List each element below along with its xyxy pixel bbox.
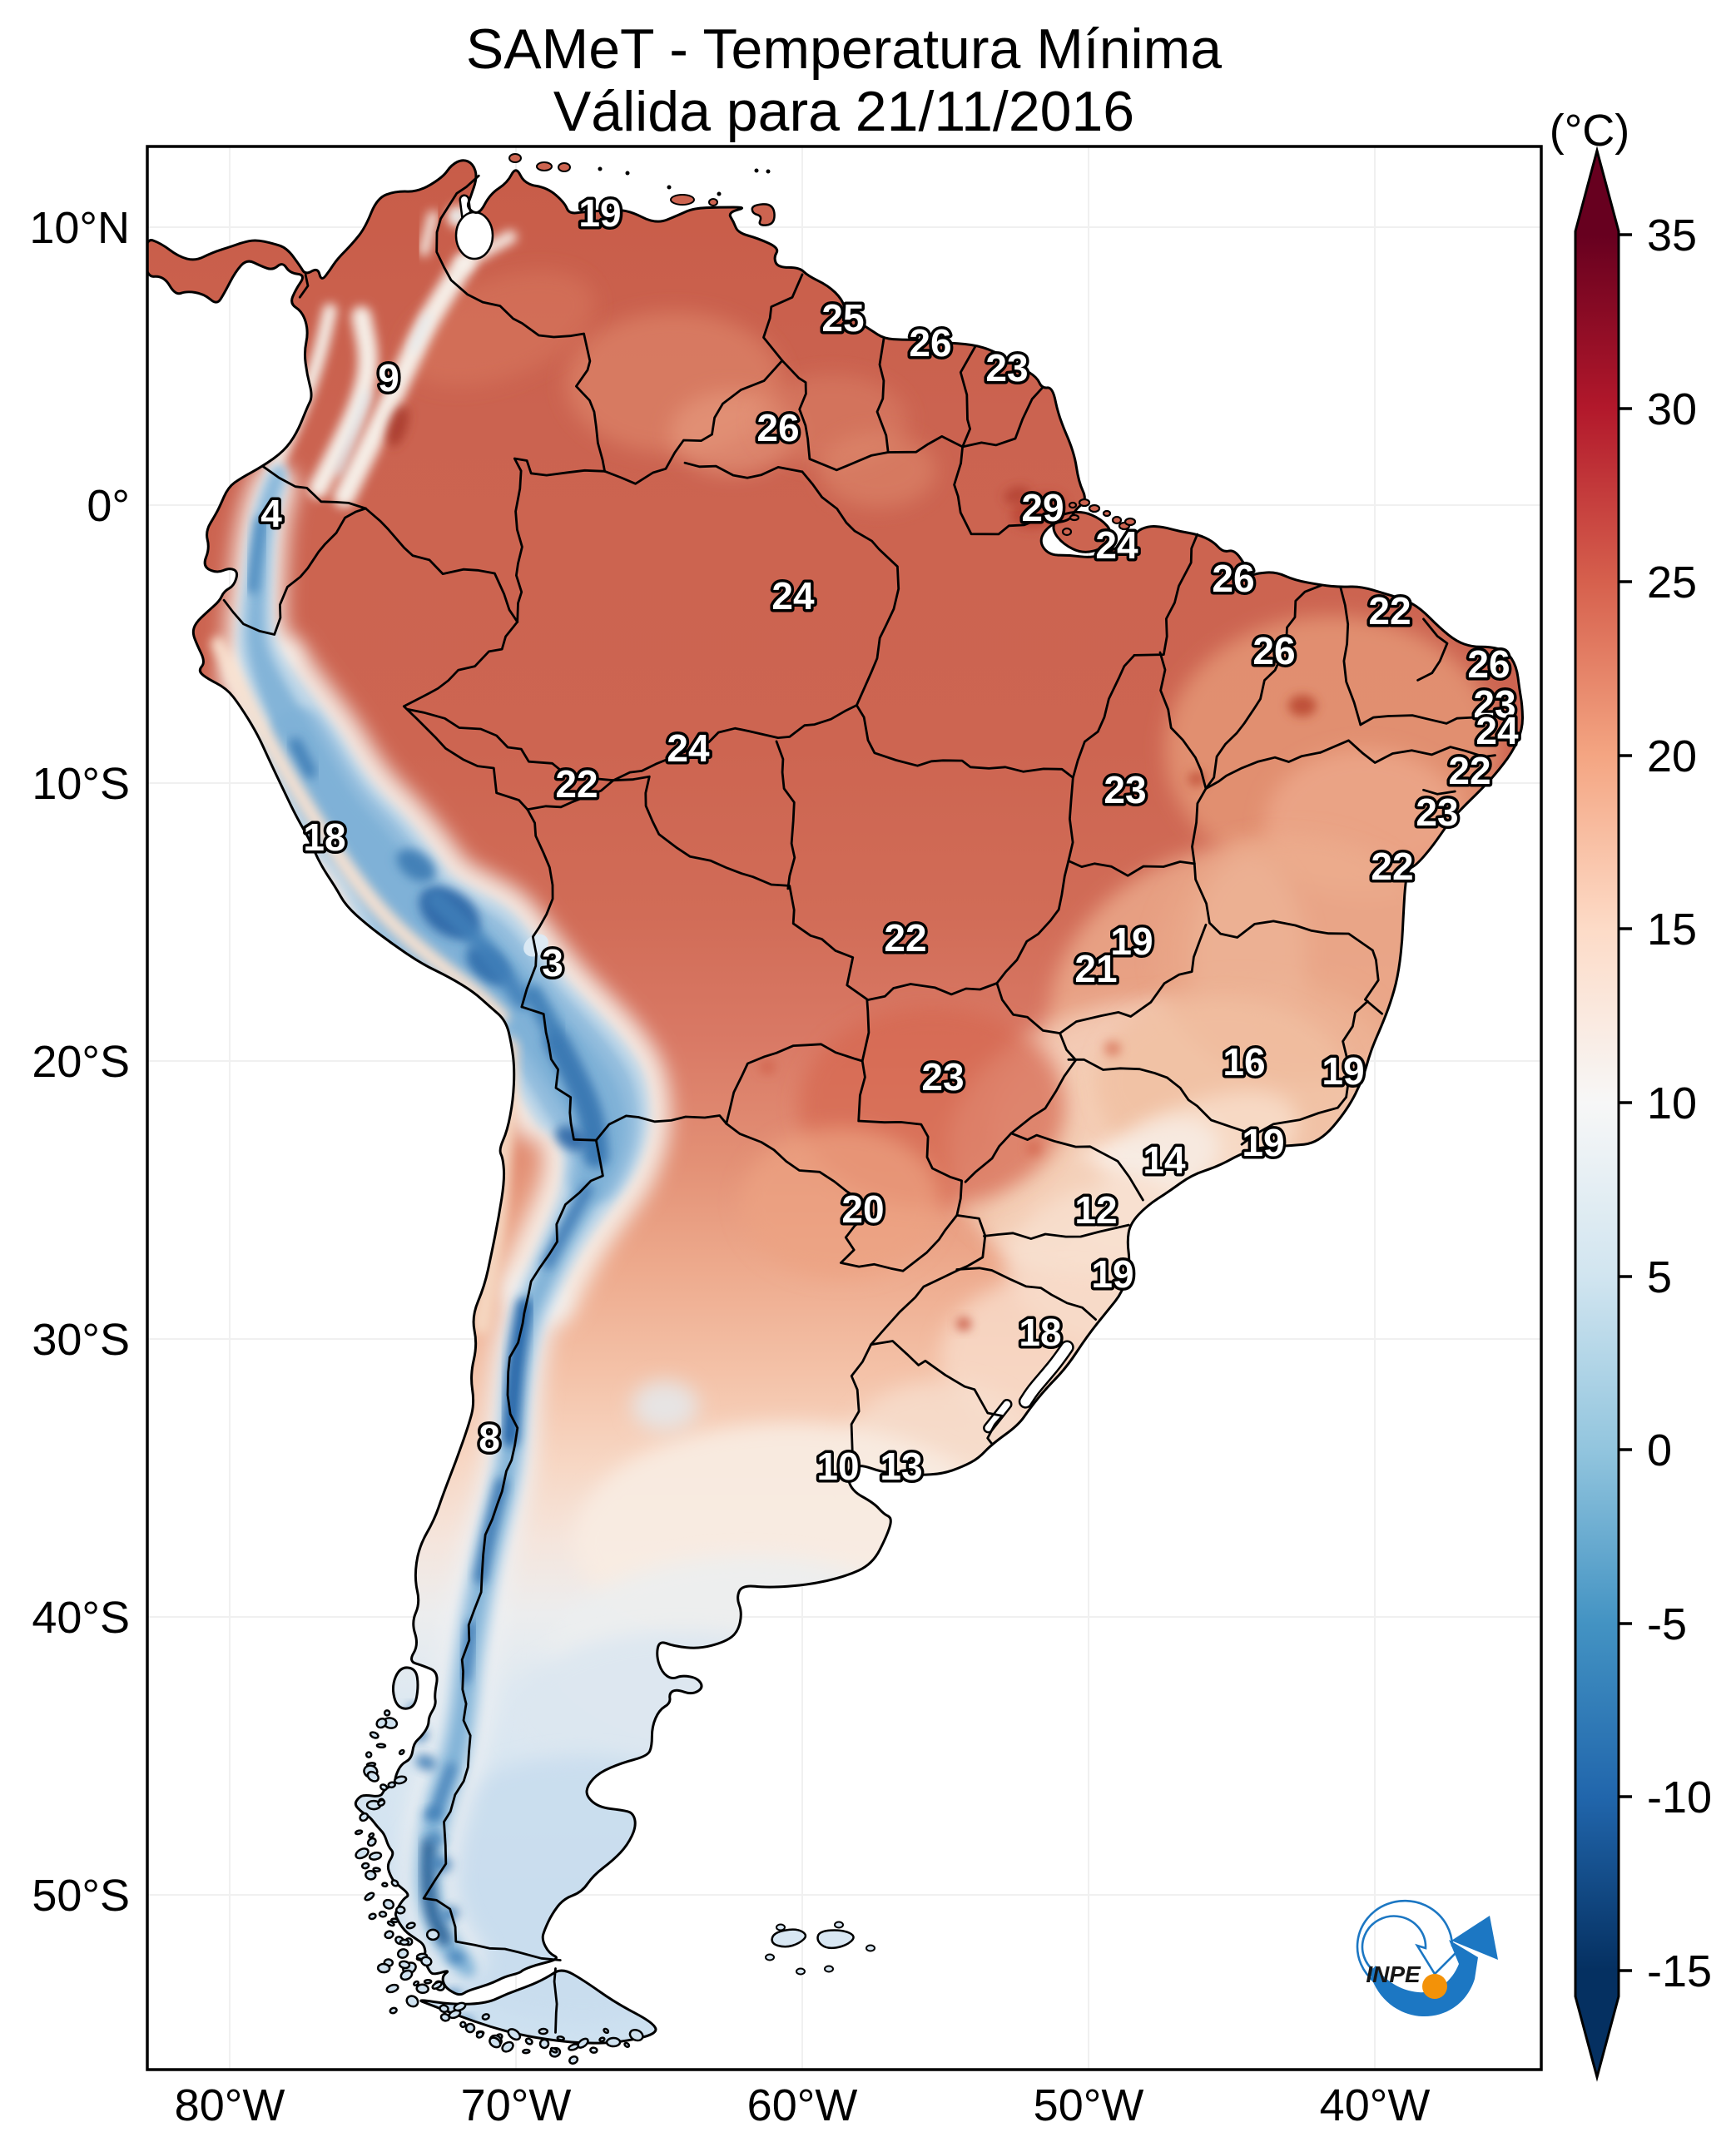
svg-text:18: 18	[303, 816, 345, 859]
svg-text:50°W: 50°W	[1034, 2080, 1144, 2130]
svg-text:50°S: 50°S	[32, 1871, 130, 1921]
svg-text:14: 14	[1143, 1138, 1186, 1182]
svg-text:80°W: 80°W	[175, 2080, 285, 2130]
svg-text:10: 10	[1647, 1078, 1697, 1128]
svg-text:22: 22	[1368, 589, 1411, 632]
svg-text:26: 26	[1212, 557, 1254, 600]
svg-text:22: 22	[1448, 749, 1490, 792]
svg-text:19: 19	[578, 191, 621, 235]
svg-text:19: 19	[1242, 1121, 1284, 1164]
svg-text:26: 26	[756, 406, 799, 449]
svg-text:25: 25	[821, 296, 864, 340]
svg-text:8: 8	[479, 1416, 500, 1460]
svg-text:22: 22	[884, 916, 926, 959]
svg-text:29: 29	[1021, 486, 1064, 529]
svg-text:30: 30	[1647, 384, 1697, 434]
svg-text:10°N: 10°N	[29, 203, 130, 253]
svg-text:25: 25	[1647, 558, 1697, 607]
svg-text:60°W: 60°W	[747, 2080, 858, 2130]
svg-text:15: 15	[1647, 905, 1697, 955]
svg-text:19: 19	[1091, 1252, 1133, 1296]
svg-text:24: 24	[667, 726, 710, 770]
svg-text:23: 23	[1473, 682, 1515, 726]
svg-text:13: 13	[880, 1445, 922, 1488]
svg-text:40°W: 40°W	[1320, 2080, 1431, 2130]
svg-text:30°S: 30°S	[32, 1315, 130, 1365]
svg-text:26: 26	[1467, 642, 1510, 686]
svg-text:19: 19	[1322, 1049, 1364, 1093]
svg-text:70°W: 70°W	[461, 2080, 572, 2130]
svg-text:22: 22	[1371, 845, 1413, 888]
svg-text:22: 22	[555, 762, 598, 806]
svg-text:10: 10	[816, 1445, 859, 1488]
svg-text:20: 20	[1647, 731, 1697, 781]
svg-text:10°S: 10°S	[32, 759, 130, 809]
svg-text:12: 12	[1074, 1188, 1117, 1232]
svg-text:23: 23	[1104, 768, 1146, 811]
svg-text:0°: 0°	[87, 481, 130, 531]
svg-text:4: 4	[260, 492, 282, 535]
svg-text:20°S: 20°S	[32, 1037, 130, 1087]
svg-text:23: 23	[1416, 791, 1458, 834]
svg-text:-15: -15	[1647, 1946, 1712, 1996]
svg-text:24: 24	[771, 574, 815, 617]
svg-text:23: 23	[921, 1055, 964, 1098]
svg-text:35: 35	[1647, 211, 1697, 260]
svg-text:3: 3	[542, 941, 563, 984]
svg-text:16: 16	[1223, 1040, 1265, 1083]
svg-text:19: 19	[1110, 920, 1153, 963]
svg-text:-5: -5	[1647, 1599, 1687, 1649]
svg-text:INPE: INPE	[1366, 1961, 1421, 1987]
svg-text:24: 24	[1095, 523, 1138, 567]
svg-text:20: 20	[841, 1188, 884, 1231]
svg-text:26: 26	[909, 321, 951, 364]
svg-text:24: 24	[1476, 709, 1519, 752]
svg-text:26: 26	[1252, 629, 1295, 672]
svg-text:-10: -10	[1647, 1773, 1712, 1822]
svg-text:23: 23	[985, 346, 1028, 389]
svg-text:5: 5	[1647, 1252, 1672, 1302]
svg-text:18: 18	[1019, 1311, 1061, 1354]
svg-text:21: 21	[1074, 947, 1117, 990]
svg-text:40°S: 40°S	[32, 1593, 130, 1643]
svg-text:Válida para 21/11/2016: Válida para 21/11/2016	[553, 80, 1134, 143]
svg-text:SAMeT - Temperatura Mínima: SAMeT - Temperatura Mínima	[466, 17, 1222, 81]
svg-text:(°C): (°C)	[1550, 106, 1630, 156]
svg-text:0: 0	[1647, 1426, 1672, 1475]
svg-text:9: 9	[378, 356, 399, 399]
